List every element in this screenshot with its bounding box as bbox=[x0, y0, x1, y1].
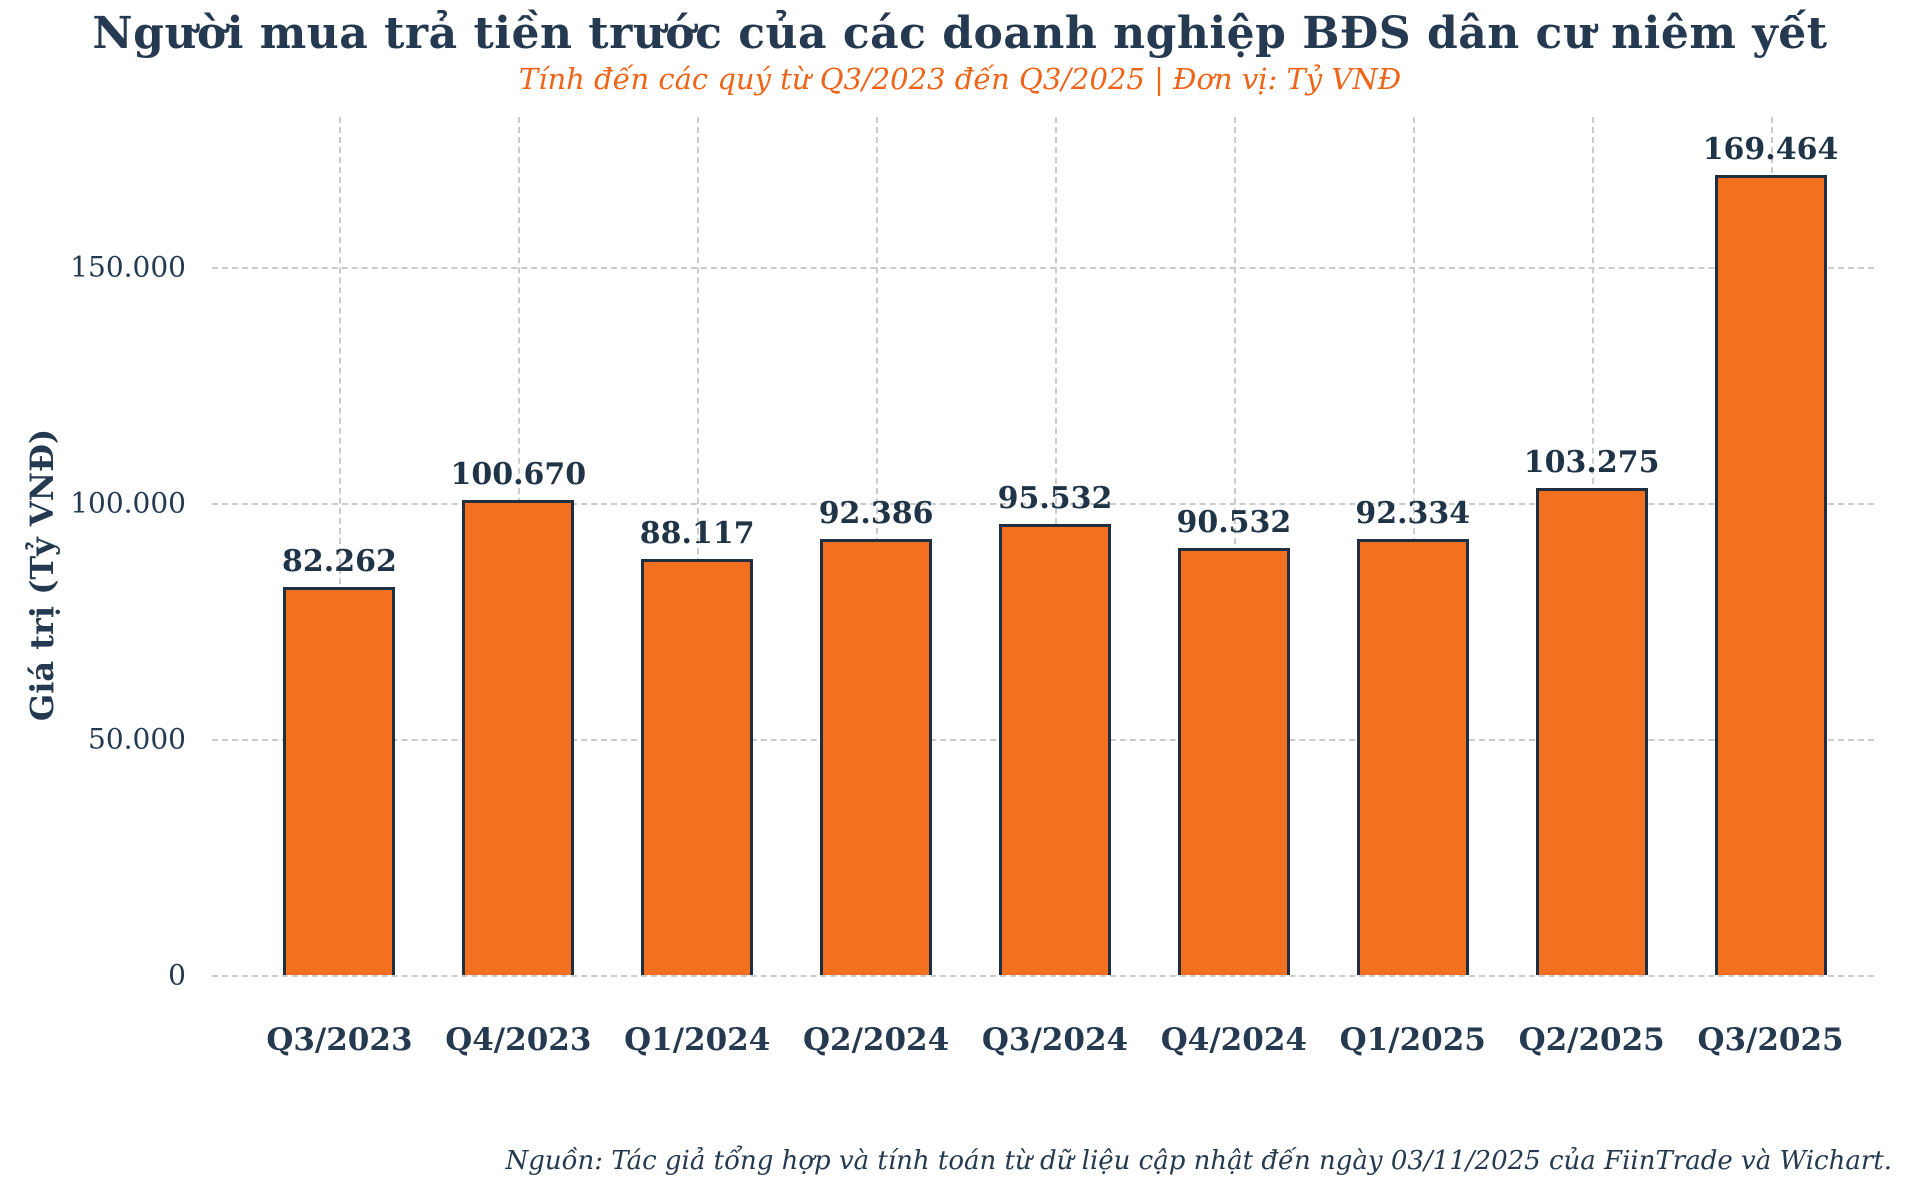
bar-value-label: 95.532 bbox=[997, 481, 1113, 517]
chart-subtitle: Tính đến các quý từ Q3/2023 đến Q3/2025 … bbox=[518, 62, 1402, 96]
x-tick-label: Q1/2024 bbox=[624, 1022, 771, 1058]
gridline-horizontal bbox=[212, 267, 1874, 270]
bar-value-label: 82.262 bbox=[282, 543, 397, 579]
x-tick-label: Q3/2023 bbox=[266, 1022, 413, 1058]
bar-value-label: 90.532 bbox=[1176, 504, 1292, 540]
bar-Q4/2023 bbox=[462, 499, 575, 975]
bar-value-label: 103.275 bbox=[1523, 444, 1660, 480]
bar-Q1/2025 bbox=[1356, 539, 1469, 975]
x-tick-label: Q2/2024 bbox=[803, 1022, 950, 1058]
y-tick-label: 50.000 bbox=[88, 722, 186, 756]
gridline-horizontal bbox=[212, 975, 1874, 977]
gridline-horizontal bbox=[212, 503, 1874, 506]
x-tick-label: Q2/2025 bbox=[1518, 1022, 1665, 1058]
bar-value-label: 92.334 bbox=[1355, 496, 1471, 532]
source-note: Nguồn: Tác giả tổng hợp và tính toán từ … bbox=[505, 1146, 1892, 1176]
chart-title: Người mua trả tiền trước của các doanh n… bbox=[92, 8, 1828, 59]
bar-Q3/2025 bbox=[1714, 175, 1827, 975]
bar-Q2/2024 bbox=[820, 539, 933, 975]
gridline-vertical bbox=[697, 117, 700, 975]
plot-area: 82.262 100.670 88.117 92.386 95.532 90.532 92.… bbox=[212, 117, 1874, 977]
bar-value-label: 100.670 bbox=[450, 456, 587, 492]
x-tick-label: Q3/2025 bbox=[1697, 1022, 1844, 1058]
gridline-vertical bbox=[1233, 117, 1236, 975]
bar-Q3/2024 bbox=[999, 524, 1111, 975]
y-tick-label: 0 bbox=[168, 958, 186, 992]
bar-Q3/2023 bbox=[283, 586, 396, 975]
bar-Q2/2025 bbox=[1535, 487, 1648, 975]
y-tick-label: 100.000 bbox=[70, 486, 186, 520]
x-tick-label: Q4/2023 bbox=[445, 1022, 592, 1058]
bar-Q4/2024 bbox=[1177, 547, 1290, 975]
bar-value-label: 88.117 bbox=[639, 516, 755, 552]
gridline-vertical bbox=[339, 117, 342, 975]
y-axis-title: Giá trị (Tỷ VNĐ) bbox=[23, 428, 61, 722]
x-tick-label: Q1/2025 bbox=[1339, 1022, 1486, 1058]
bar-value-label: 92.386 bbox=[818, 496, 934, 532]
y-tick-label: 150.000 bbox=[70, 250, 186, 284]
bar-Q1/2024 bbox=[641, 559, 754, 975]
bar-value-label: 169.464 bbox=[1702, 132, 1839, 168]
x-tick-label: Q3/2024 bbox=[981, 1022, 1129, 1058]
x-tick-label: Q4/2024 bbox=[1160, 1022, 1307, 1058]
